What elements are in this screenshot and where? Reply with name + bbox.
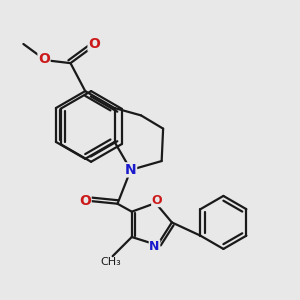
Text: N: N <box>125 163 136 177</box>
Text: O: O <box>152 194 162 207</box>
Text: O: O <box>38 52 50 66</box>
Text: CH₃: CH₃ <box>101 257 122 267</box>
Text: O: O <box>79 194 91 208</box>
Text: O: O <box>88 37 100 51</box>
Text: N: N <box>149 240 160 253</box>
